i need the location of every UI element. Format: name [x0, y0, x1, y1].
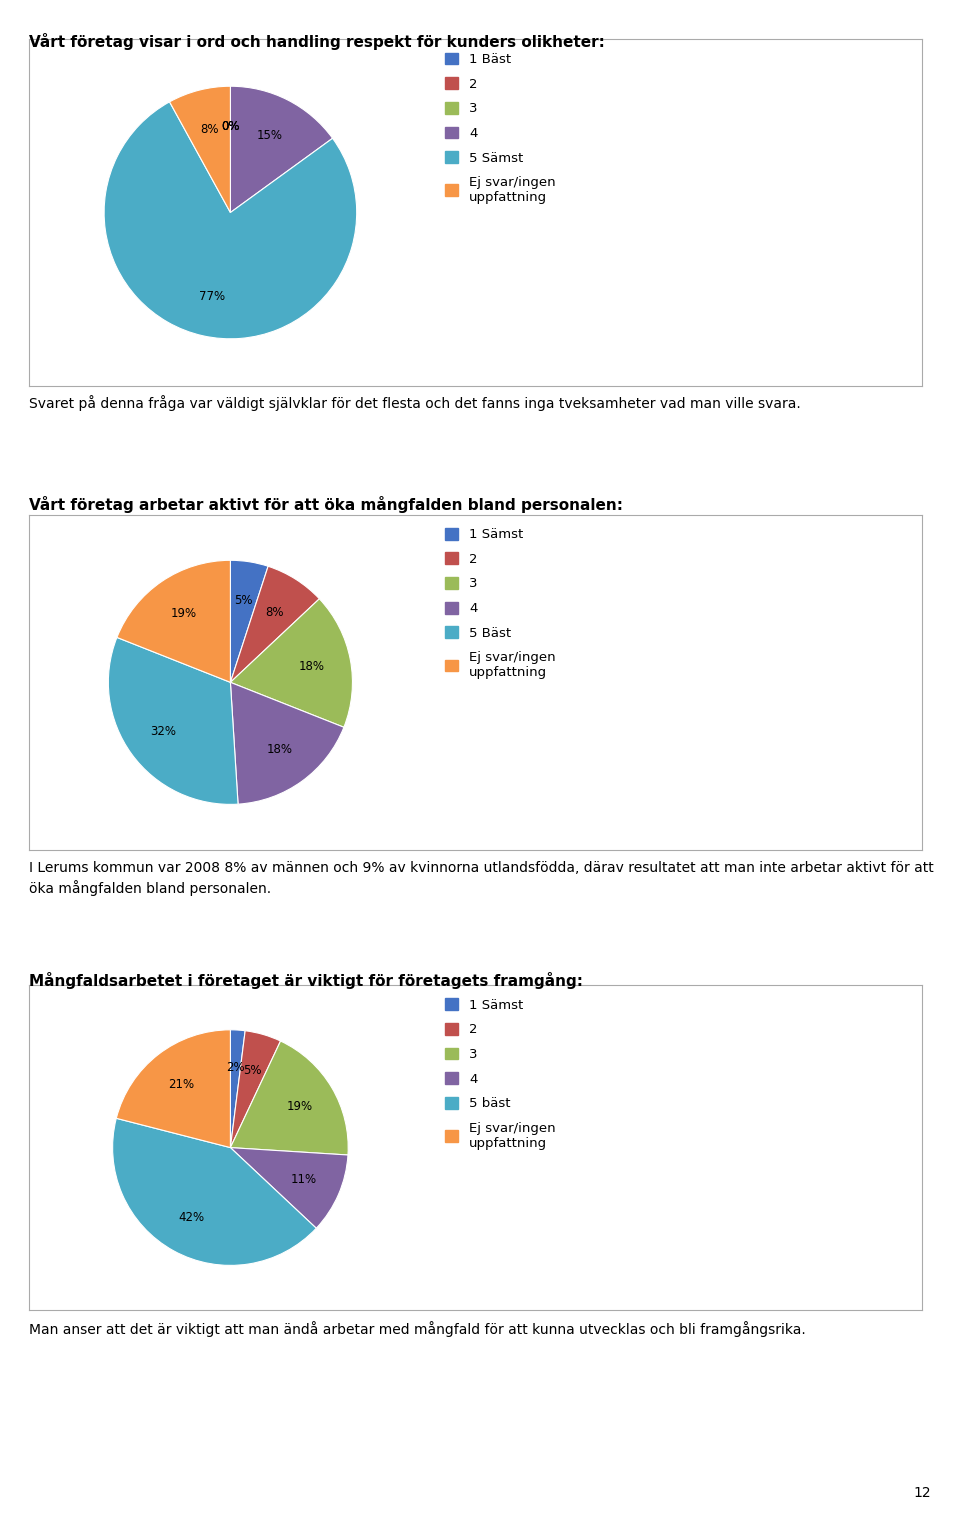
Text: 5%: 5% — [234, 594, 252, 607]
Text: Mångfaldsarbetet i företaget är viktigt för företagets framgång:: Mångfaldsarbetet i företaget är viktigt … — [29, 972, 583, 988]
Legend: 1 Sämst, 2, 3, 4, 5 Bäst, Ej svar/ingen
uppfattning: 1 Sämst, 2, 3, 4, 5 Bäst, Ej svar/ingen … — [439, 521, 563, 686]
Text: 21%: 21% — [168, 1078, 194, 1091]
Wedge shape — [117, 560, 230, 682]
Text: 32%: 32% — [151, 724, 177, 738]
Text: 18%: 18% — [266, 742, 292, 756]
Wedge shape — [116, 1029, 230, 1148]
Text: I Lerums kommun var 2008 8% av männen och 9% av kvinnorna utlandsfödda, därav re: I Lerums kommun var 2008 8% av männen oc… — [29, 861, 933, 896]
Legend: 1 Sämst, 2, 3, 4, 5 bäst, Ej svar/ingen
uppfattning: 1 Sämst, 2, 3, 4, 5 bäst, Ej svar/ingen … — [439, 991, 563, 1157]
Wedge shape — [230, 566, 320, 682]
Wedge shape — [170, 87, 230, 213]
Text: 12: 12 — [914, 1486, 931, 1500]
Wedge shape — [108, 638, 238, 805]
Text: 5%: 5% — [244, 1064, 262, 1078]
Wedge shape — [230, 682, 344, 805]
Text: 19%: 19% — [171, 607, 197, 621]
Text: 0%: 0% — [221, 120, 240, 134]
Wedge shape — [230, 1031, 280, 1148]
Wedge shape — [112, 1119, 316, 1266]
Text: 0%: 0% — [221, 120, 240, 134]
Text: Vårt företag visar i ord och handling respekt för kunders olikheter:: Vårt företag visar i ord och handling re… — [29, 33, 605, 50]
Legend: 1 Bäst, 2, 3, 4, 5 Sämst, Ej svar/ingen
uppfattning: 1 Bäst, 2, 3, 4, 5 Sämst, Ej svar/ingen … — [439, 46, 563, 211]
Text: Man anser att det är viktigt att man ändå arbetar med mångfald för att kunna utv: Man anser att det är viktigt att man änd… — [29, 1321, 805, 1337]
Text: 18%: 18% — [299, 660, 324, 674]
Wedge shape — [230, 1148, 348, 1228]
Wedge shape — [230, 598, 352, 727]
Text: 8%: 8% — [266, 606, 284, 619]
Text: 19%: 19% — [286, 1101, 312, 1113]
Wedge shape — [230, 87, 332, 213]
Text: 11%: 11% — [291, 1173, 317, 1186]
Text: 8%: 8% — [200, 123, 218, 135]
Text: Vårt företag arbetar aktivt för att öka mångfalden bland personalen:: Vårt företag arbetar aktivt för att öka … — [29, 496, 623, 513]
Wedge shape — [104, 102, 357, 339]
Text: Svaret på denna fråga var väldigt självklar för det flesta och det fanns inga tv: Svaret på denna fråga var väldigt självk… — [29, 395, 801, 411]
Text: 42%: 42% — [179, 1211, 204, 1225]
Wedge shape — [230, 560, 268, 682]
Wedge shape — [230, 1041, 348, 1155]
Text: 15%: 15% — [256, 129, 282, 143]
Wedge shape — [230, 1029, 245, 1148]
Text: 0%: 0% — [221, 120, 240, 134]
Text: 77%: 77% — [199, 290, 225, 302]
Text: 2%: 2% — [227, 1061, 245, 1075]
